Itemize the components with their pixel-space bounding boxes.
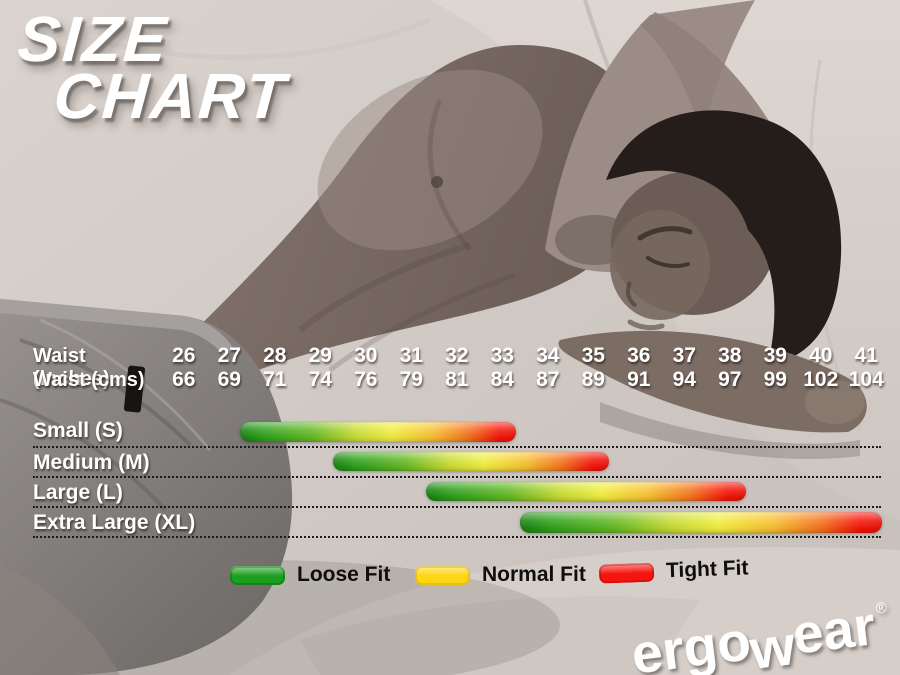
nose: [626, 281, 638, 308]
waist-inches-value: 38: [718, 344, 742, 367]
loose-fit-swatch: [230, 565, 285, 585]
size-row-medium: Medium (M): [33, 448, 881, 478]
eyebrow: [637, 226, 693, 241]
size-row-large: Large (L): [33, 478, 881, 508]
waist-inches-value: 36: [627, 344, 651, 367]
waist-inches-value: 31: [399, 344, 423, 367]
size-row-small: Small (S): [33, 416, 881, 448]
waist-cms-value: 76: [354, 368, 378, 391]
loose-fit-label: Loose Fit: [297, 563, 391, 586]
normal-fit-swatch: [415, 565, 470, 585]
waist-inches-value: 29: [308, 344, 332, 367]
fit-bar-extra-large: [520, 512, 882, 533]
waist-inches-value: 35: [581, 344, 605, 367]
waist-cms-value: 97: [718, 368, 742, 391]
waist-cms-value: 74: [308, 368, 332, 391]
waist-inches-value: 32: [445, 344, 469, 367]
brand-tag: [123, 365, 146, 413]
lips: [627, 319, 665, 331]
page-title: SIZE CHART: [12, 3, 293, 132]
logo-part-ear: ear: [789, 594, 879, 666]
waist-cms-value: 66: [172, 368, 196, 391]
waist-inches-value: 39: [763, 344, 787, 367]
nipple: [431, 176, 443, 188]
waist-cms-label: Waist (cms): [33, 369, 145, 391]
waist-cms-value: 91: [627, 368, 651, 391]
waist-inches-value: 41: [854, 344, 878, 367]
size-label-small: Small (S): [33, 419, 123, 442]
size-label-large: Large (L): [33, 481, 123, 504]
title-line-chart: CHART: [51, 59, 290, 132]
size-label-medium: Medium (M): [33, 451, 150, 474]
registered-trademark-icon: ®: [875, 599, 889, 618]
logo-part-w: w: [747, 614, 800, 675]
waist-inches-row: Waist (inches) 26 27 28 29 30 31 32 33 3…: [33, 344, 889, 391]
normal-fit-label: Normal Fit: [482, 563, 586, 586]
waist-cms-value: 69: [217, 368, 241, 391]
legend-item-loose-fit: Loose Fit: [230, 563, 390, 587]
waist-cms-row: Waist (cms) 66 69 71 74 76 79 81 84 87 8…: [33, 368, 889, 392]
waist-inches-value: 27: [217, 344, 241, 367]
fit-bar-small: [240, 422, 516, 442]
waist-inches-value: 34: [536, 344, 560, 367]
tight-fit-swatch: [598, 562, 655, 584]
waist-inches-value: 40: [809, 344, 833, 367]
elbow: [805, 380, 865, 424]
waist-inches-value: 30: [354, 344, 378, 367]
size-row-extra-large: Extra Large (XL): [33, 508, 881, 538]
waist-cms-value: 87: [536, 368, 560, 391]
waist-inches-value: 37: [672, 344, 696, 367]
waist-cms-value: 89: [581, 368, 605, 391]
waist-cms-value: 81: [445, 368, 469, 391]
closed-eye: [646, 256, 690, 268]
hair: [606, 110, 842, 366]
waist-inches-label: Waist (inches): [33, 345, 110, 390]
size-label-extra-large: Extra Large (XL): [33, 511, 196, 534]
waist-cms-value: 94: [672, 368, 696, 391]
fit-bar-medium: [333, 452, 609, 471]
waist-cms-value: 79: [399, 368, 423, 391]
waist-cms-value: 84: [490, 368, 514, 391]
tight-fit-label: Tight Fit: [665, 556, 749, 583]
waist-cms-value: 104: [848, 368, 884, 391]
waistband: [0, 298, 232, 360]
boxer-briefs: [0, 298, 293, 675]
waist-cms-value: 99: [763, 368, 787, 391]
waist-inches-value: 26: [172, 344, 196, 367]
forearm: [558, 330, 867, 433]
waist-inches-value: 33: [490, 344, 514, 367]
waist-cms-value: 102: [803, 368, 839, 391]
fit-bar-large: [426, 482, 746, 501]
waist-inches-value: 28: [263, 344, 287, 367]
legend-item-normal-fit: Normal Fit: [415, 563, 586, 587]
waist-cms-value: 71: [263, 368, 287, 391]
